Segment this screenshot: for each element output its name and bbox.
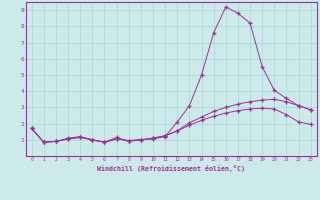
X-axis label: Windchill (Refroidissement éolien,°C): Windchill (Refroidissement éolien,°C) (97, 165, 245, 172)
